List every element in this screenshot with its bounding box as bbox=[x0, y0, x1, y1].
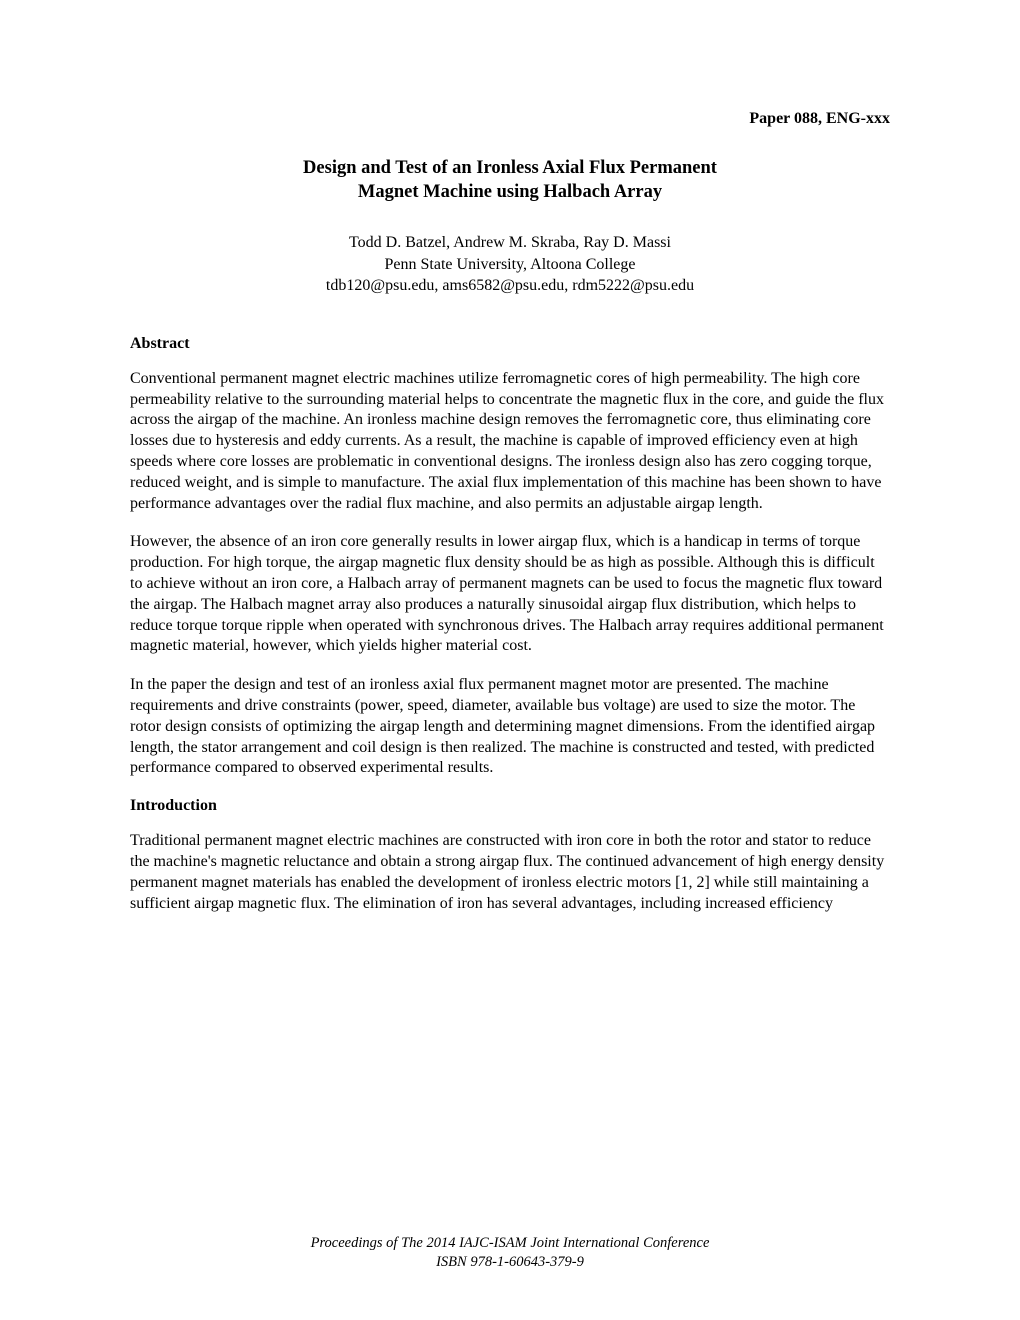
page-footer: Proceedings of The 2014 IAJC-ISAM Joint … bbox=[0, 1234, 1020, 1272]
abstract-para-2: However, the absence of an iron core gen… bbox=[130, 532, 890, 657]
paper-id: Paper 088, ENG-xxx bbox=[130, 110, 890, 128]
author-emails: tdb120@psu.edu, ams6582@psu.edu, rdm5222… bbox=[130, 275, 890, 297]
author-affiliation: Penn State University, Altoona College bbox=[130, 254, 890, 276]
author-names: Todd D. Batzel, Andrew M. Skraba, Ray D.… bbox=[130, 232, 890, 254]
abstract-para-3: In the paper the design and test of an i… bbox=[130, 675, 890, 779]
title-line-2: Magnet Machine using Halbach Array bbox=[358, 182, 662, 202]
introduction-para-1: Traditional permanent magnet electric ma… bbox=[130, 831, 890, 914]
introduction-heading: Introduction bbox=[130, 797, 890, 815]
footer-proceedings: Proceedings of The 2014 IAJC-ISAM Joint … bbox=[0, 1234, 1020, 1253]
footer-isbn: ISBN 978-1-60643-379-9 bbox=[0, 1253, 1020, 1272]
authors-block: Todd D. Batzel, Andrew M. Skraba, Ray D.… bbox=[130, 232, 890, 297]
abstract-para-1: Conventional permanent magnet electric m… bbox=[130, 369, 890, 515]
title-line-1: Design and Test of an Ironless Axial Flu… bbox=[303, 158, 717, 178]
abstract-heading: Abstract bbox=[130, 335, 890, 353]
paper-title: Design and Test of an Ironless Axial Flu… bbox=[130, 156, 890, 204]
